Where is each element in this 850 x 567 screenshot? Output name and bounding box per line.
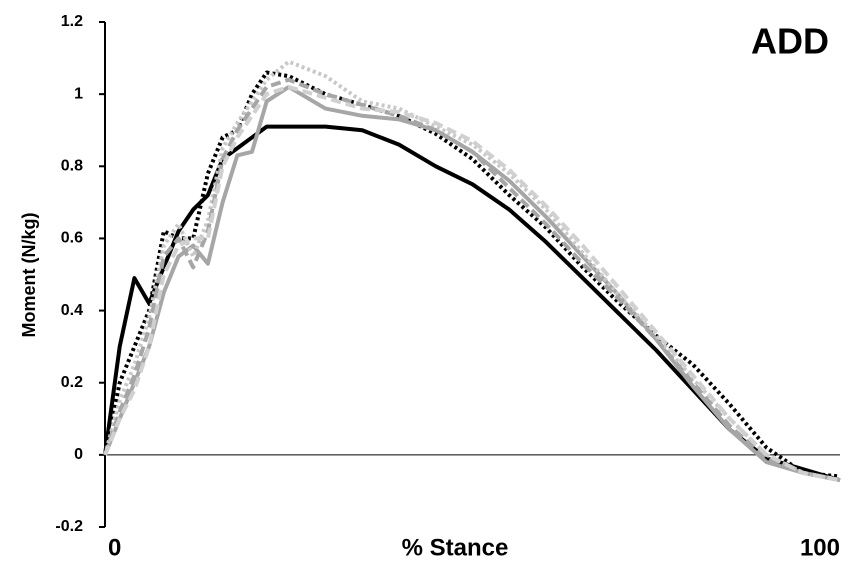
series-line bbox=[103, 77, 841, 483]
y-tick-label: 0.2 bbox=[61, 374, 83, 391]
y-tick-label: 1 bbox=[74, 85, 83, 102]
y-tick-label: 0 bbox=[74, 446, 83, 463]
x-tick-label: 0 bbox=[108, 534, 121, 561]
series-line bbox=[103, 84, 841, 483]
y-tick-label: 0.8 bbox=[61, 158, 83, 175]
annotation: ADD bbox=[751, 21, 829, 62]
y-tick-label: 0.4 bbox=[61, 302, 83, 319]
y-tick-label: -0.2 bbox=[55, 518, 83, 535]
y-tick-label: 0.6 bbox=[61, 230, 83, 247]
y-axis-label: Moment (N/kg) bbox=[19, 213, 39, 338]
y-tick-label: 1.2 bbox=[61, 13, 83, 30]
series-line bbox=[103, 84, 841, 483]
x-tick-label: 100 bbox=[800, 534, 840, 561]
series-line bbox=[103, 59, 841, 483]
x-axis-label: % Stance bbox=[402, 534, 509, 561]
